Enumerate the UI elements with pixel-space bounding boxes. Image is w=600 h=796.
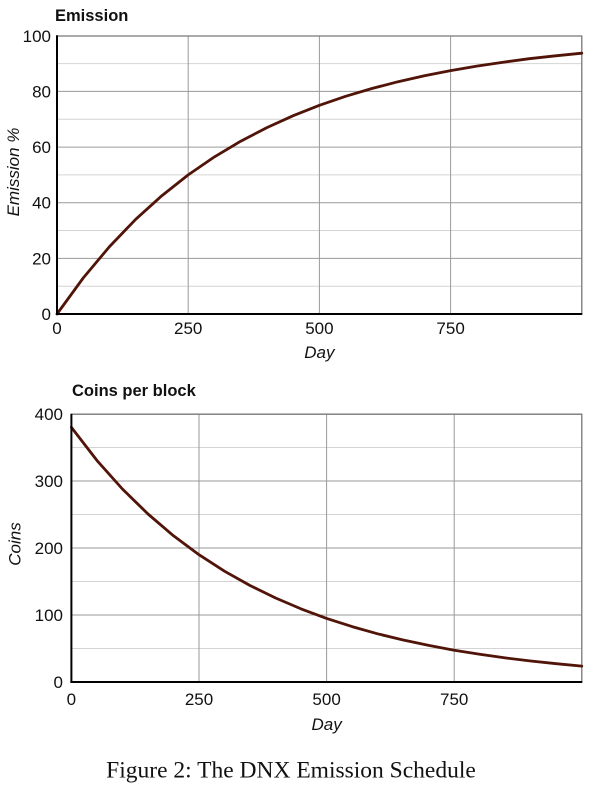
svg-text:500: 500 bbox=[305, 319, 333, 338]
svg-text:300: 300 bbox=[35, 472, 63, 491]
svg-text:100: 100 bbox=[23, 27, 51, 46]
svg-text:Day: Day bbox=[311, 715, 343, 734]
svg-text:250: 250 bbox=[185, 690, 213, 709]
svg-text:Day: Day bbox=[304, 343, 336, 362]
svg-text:Coins: Coins bbox=[6, 522, 25, 566]
svg-text:Coins per block: Coins per block bbox=[72, 382, 197, 400]
svg-text:750: 750 bbox=[436, 319, 464, 338]
svg-text:20: 20 bbox=[32, 249, 51, 268]
svg-text:400: 400 bbox=[35, 405, 63, 424]
svg-text:750: 750 bbox=[440, 690, 468, 709]
svg-text:0: 0 bbox=[54, 673, 63, 692]
svg-text:0: 0 bbox=[42, 305, 51, 324]
svg-text:Emission: Emission bbox=[55, 7, 128, 25]
svg-text:200: 200 bbox=[35, 539, 63, 558]
svg-text:40: 40 bbox=[32, 194, 51, 213]
svg-text:Emission %: Emission % bbox=[4, 128, 23, 217]
svg-text:80: 80 bbox=[32, 82, 51, 101]
svg-text:Figure 2: The DNX Emission Sch: Figure 2: The DNX Emission Schedule bbox=[106, 758, 476, 784]
svg-text:100: 100 bbox=[35, 606, 63, 625]
svg-text:60: 60 bbox=[32, 138, 51, 157]
svg-text:250: 250 bbox=[174, 319, 202, 338]
svg-text:0: 0 bbox=[67, 690, 76, 709]
svg-text:500: 500 bbox=[312, 690, 340, 709]
svg-text:0: 0 bbox=[52, 319, 61, 338]
